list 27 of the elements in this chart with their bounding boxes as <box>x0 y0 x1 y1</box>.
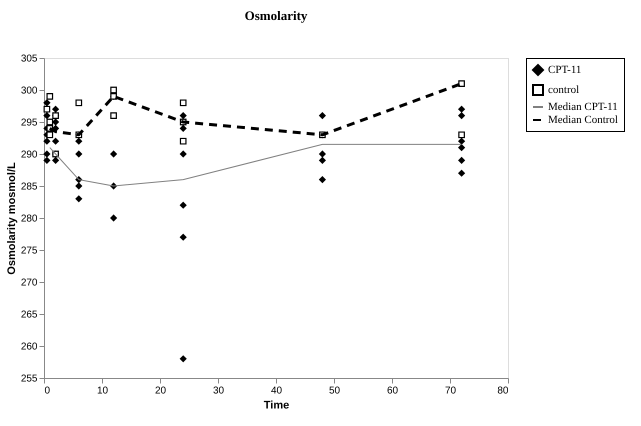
x-tick-label: 80 <box>497 386 509 396</box>
x-tick-label: 30 <box>212 386 224 396</box>
x-tick-label: 0 <box>44 386 50 396</box>
x-tick-label: 10 <box>96 386 108 396</box>
y-tick-label: 265 <box>20 310 38 320</box>
legend-label: Median Control <box>548 114 618 126</box>
y-tick-label: 255 <box>20 374 38 384</box>
y-axis-title: Osmolarity mosmol/L <box>6 162 18 275</box>
y-tick-label: 285 <box>20 182 38 192</box>
x-tick-label: 60 <box>386 386 398 396</box>
chart-title: Osmolarity <box>244 8 308 23</box>
legend-label: Median CPT-11 <box>548 101 618 113</box>
y-tick-label: 260 <box>20 342 38 352</box>
y-tick-label: 295 <box>20 118 38 128</box>
x-tick-label: 70 <box>444 386 456 396</box>
y-tick-label: 275 <box>20 246 38 256</box>
y-tick-label: 280 <box>20 214 38 224</box>
y-tick-label: 305 <box>20 54 38 64</box>
x-tick-label: 50 <box>328 386 340 396</box>
legend-label: CPT-11 <box>548 64 582 76</box>
y-tick-label: 300 <box>20 86 38 96</box>
legend-label: control <box>548 84 580 96</box>
x-tick-label: 40 <box>270 386 282 396</box>
y-tick-label: 270 <box>20 278 38 288</box>
y-tick-label: 290 <box>20 150 38 160</box>
x-axis-title: Time <box>264 400 290 412</box>
x-tick-label: 20 <box>154 386 166 396</box>
